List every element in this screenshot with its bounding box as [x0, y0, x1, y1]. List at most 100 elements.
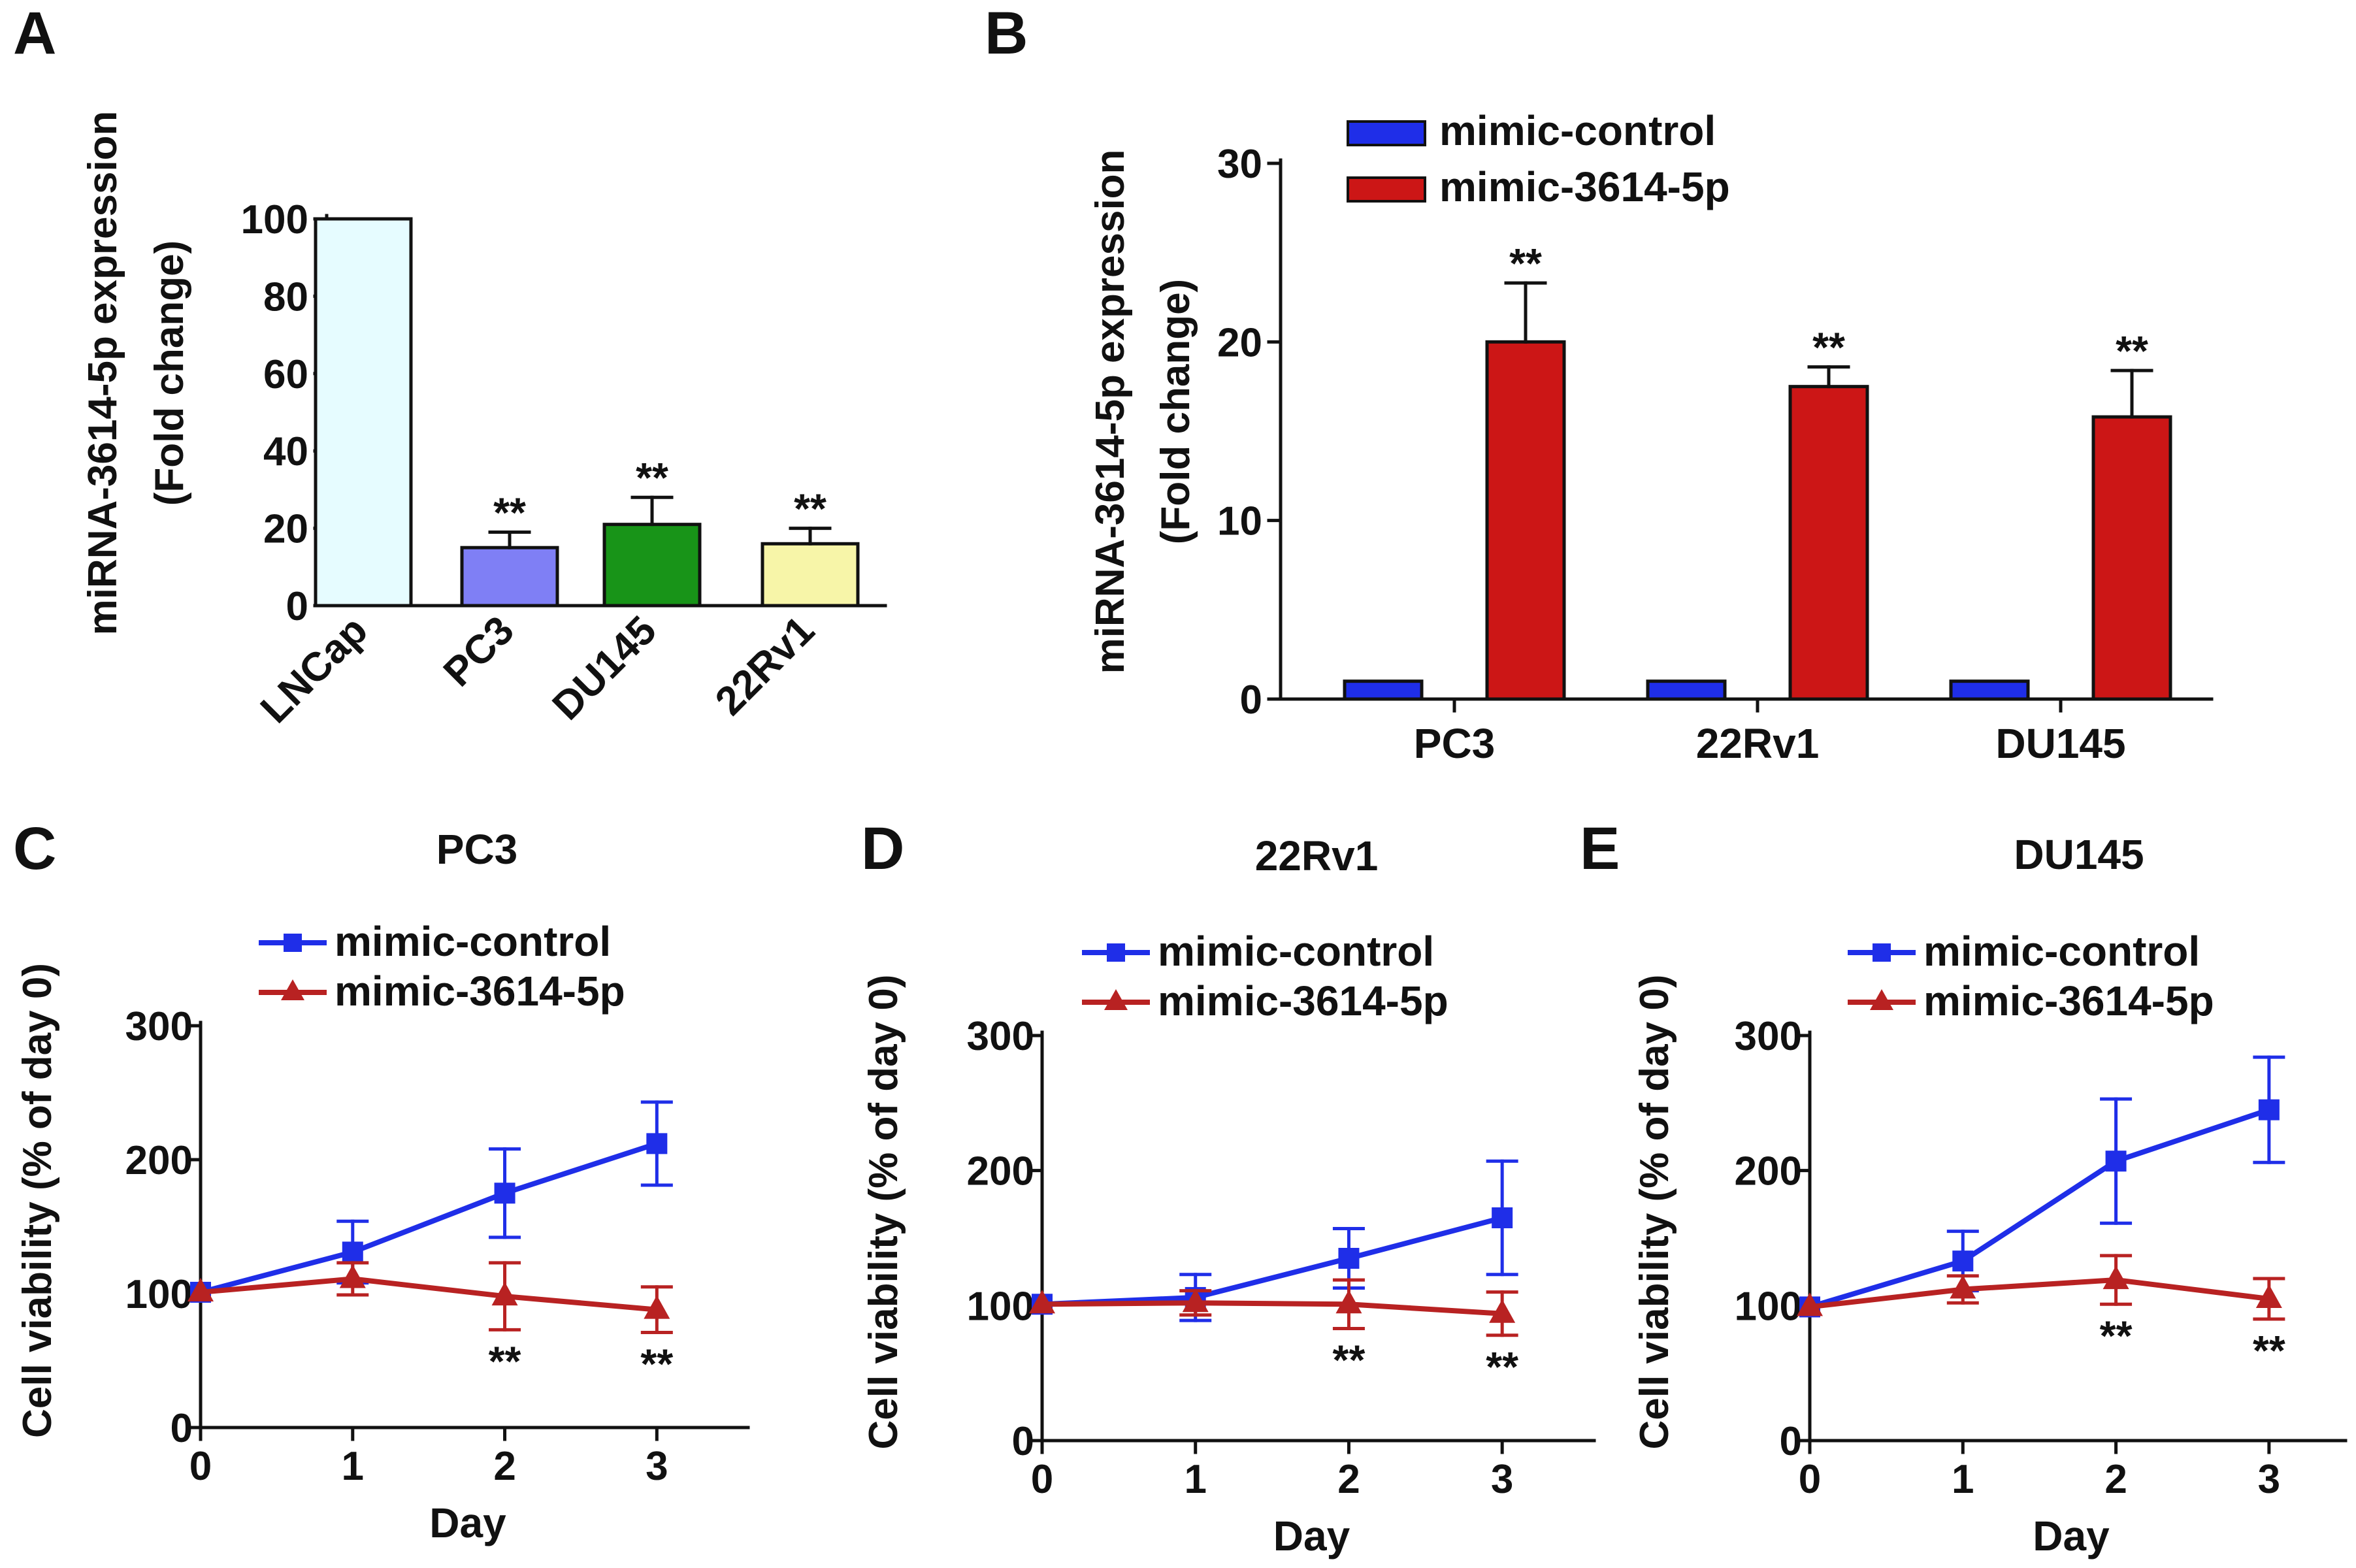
data-point-square: [2105, 1151, 2127, 1172]
y-tick-label: 100: [241, 197, 308, 242]
series-line-mimic-control: [199, 1141, 658, 1295]
y-tick-label: 30: [1217, 142, 1262, 187]
series-line-mimic-3614-5p: [1041, 1300, 1503, 1316]
bar-mimic-3614-5p-pc3: [1485, 340, 1566, 701]
y-tick-label: 60: [263, 352, 308, 397]
x-tick-label: 3: [1491, 1457, 1513, 1502]
panel-e: E DU145 0 100 200 300 0 1 2 3 Day Cell viability (%…: [1580, 815, 2348, 1560]
bar-mimic-control-pc3: [1343, 679, 1424, 701]
data-point-triangle: [1950, 1275, 1976, 1299]
panel-c: C PC3 0 100 200 300 0 1 2 3 Day Cell viability (% o…: [13, 815, 750, 1546]
legend-marker-triangle: [281, 979, 304, 1000]
data-point-triangle: [2255, 1284, 2282, 1308]
significance-mark: **: [1509, 240, 1542, 287]
legend-label: mimic-3614-5p: [1923, 977, 2214, 1024]
x-tick-label: 1: [342, 1444, 364, 1489]
legend-marker-square: [1873, 943, 1891, 962]
bar-pc3: [460, 546, 559, 608]
legend-label: mimic-control: [1923, 928, 2200, 975]
y-tick-label: 100: [125, 1272, 193, 1317]
significance-mark: **: [2100, 1312, 2133, 1359]
y-tick-label: 0: [1780, 1419, 1802, 1464]
y-tick-label: 200: [967, 1149, 1034, 1194]
panel-letter-a: A: [13, 0, 56, 67]
legend-label: mimic-control: [1439, 107, 1716, 154]
y-tick-label: 0: [1012, 1419, 1034, 1464]
data-point-square: [1952, 1250, 1974, 1272]
data-point-triangle: [188, 1277, 214, 1301]
y-axis-label-2: (Fold change): [147, 240, 192, 506]
y-axis-label: Cell viability (% of day 0): [15, 963, 60, 1438]
x-tick-label: 2: [2104, 1457, 2127, 1502]
y-tick-label: 0: [286, 584, 308, 629]
chart-title: DU145: [2014, 831, 2144, 878]
x-axis-label: Day: [429, 1499, 506, 1546]
panel-b: B 0 10 20 30 miRNA-3614-5p expression (Fold ch…: [985, 0, 2214, 767]
data-point-square: [2258, 1099, 2280, 1120]
series-line-mimic-3614-5p: [200, 1276, 657, 1313]
y-tick-label: 200: [125, 1138, 193, 1183]
x-tick-label: 0: [1031, 1457, 1053, 1502]
y-tick-label: 300: [967, 1014, 1034, 1059]
data-point-triangle: [491, 1282, 518, 1306]
bar-22rv1: [761, 542, 860, 608]
significance-mark: **: [2116, 327, 2148, 374]
bar-mimic-3614-5p-22rv1: [1788, 385, 1869, 701]
panel-letter-b: B: [985, 0, 1028, 67]
series-line-mimic-3614-5p: [1809, 1277, 2270, 1310]
significance-mark: **: [2253, 1327, 2285, 1374]
significance-mark: **: [636, 454, 668, 501]
panel-d: D 22Rv1 0 100 200 300 0 1 2 3 Day Cell viability (%…: [861, 815, 1596, 1560]
legend-label: mimic-3614-5p: [335, 968, 625, 1015]
data-point-triangle: [339, 1264, 366, 1288]
x-tick-label: PC3: [1414, 720, 1496, 767]
significance-mark: **: [1333, 1336, 1366, 1383]
data-point-square: [1492, 1207, 1513, 1228]
x-axis-label: Day: [2033, 1512, 2110, 1560]
legend-marker-square: [284, 934, 302, 952]
data-point-square: [646, 1133, 668, 1154]
x-tick-label: 3: [2258, 1457, 2280, 1502]
data-point-square: [1338, 1248, 1360, 1269]
bar-du145: [602, 523, 702, 608]
legend-label: mimic-control: [335, 918, 611, 965]
data-point-square: [342, 1241, 363, 1263]
legend-marker-triangle: [1870, 989, 1893, 1010]
legend-swatch-mimic-control: [1347, 120, 1426, 146]
x-tick-label: 0: [189, 1444, 212, 1489]
data-point-triangle: [1797, 1292, 1823, 1316]
y-tick-label: 300: [125, 1004, 193, 1049]
legend-label: mimic-control: [1158, 928, 1434, 975]
x-tick-label: 1: [1184, 1457, 1206, 1502]
legend-marker-square: [1107, 943, 1125, 962]
x-tick-label: 22Rv1: [1696, 720, 1820, 767]
data-point-triangle: [644, 1295, 670, 1319]
chart-title: PC3: [436, 826, 518, 873]
y-tick-label: 20: [1217, 320, 1262, 365]
significance-mark: **: [1812, 324, 1845, 371]
data-point-square: [494, 1183, 515, 1204]
y-tick-label: 200: [1735, 1149, 1802, 1194]
bar-mimic-control-22rv1: [1646, 679, 1727, 701]
significance-mark: **: [794, 485, 826, 532]
legend-label: mimic-3614-5p: [1158, 977, 1448, 1024]
x-axis-label: Day: [1273, 1512, 1350, 1560]
y-tick-label: 100: [1735, 1284, 1802, 1329]
y-tick-label: 0: [1240, 678, 1262, 723]
bar-lncap: [314, 217, 413, 608]
legend-marker-triangle: [1104, 989, 1128, 1010]
x-tick-label: 3: [646, 1444, 668, 1489]
significance-mark: **: [493, 489, 526, 536]
y-axis-label: miRNA-3614-5p expression: [1088, 150, 1133, 674]
x-tick-label: DU145: [1995, 720, 2125, 767]
y-tick-label: 80: [263, 274, 308, 319]
y-tick-label: 0: [171, 1406, 193, 1451]
data-point-triangle: [1335, 1290, 1362, 1314]
significance-mark: **: [1486, 1343, 1518, 1390]
x-tick-label: 2: [1337, 1457, 1360, 1502]
legend-label: mimic-3614-5p: [1439, 163, 1730, 210]
panel-letter-c: C: [13, 815, 56, 882]
y-axis-label: Cell viability (% of day 0): [861, 975, 906, 1450]
